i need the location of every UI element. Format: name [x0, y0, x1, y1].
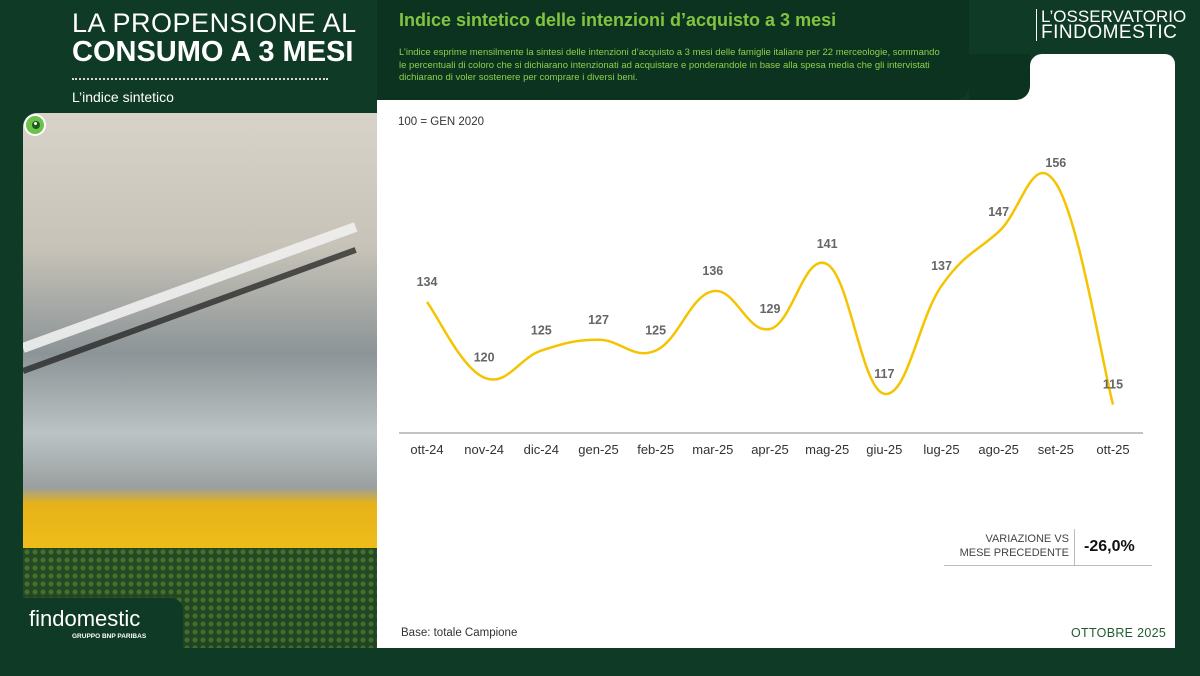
data-label: 115 [1103, 378, 1123, 392]
data-label: 141 [817, 237, 838, 251]
x-tick-label: feb-25 [637, 442, 674, 457]
page-title-line2: CONSUMO A 3 MESI [72, 36, 354, 68]
variation-separator [1074, 529, 1075, 565]
logo-panel [23, 598, 183, 648]
x-tick-label: giu-25 [866, 442, 902, 457]
findomestic-logo-sub: GRUPPO BNP PARIBAS [72, 633, 147, 640]
x-tick-label: ott-25 [1096, 442, 1129, 457]
variation-value: -26,0% [1084, 538, 1135, 555]
data-label: 134 [417, 275, 438, 289]
chart-title: Indice sintetico delle intenzioni d’acqu… [399, 10, 837, 30]
data-label: 117 [874, 367, 894, 381]
photo-escalator-handrail [23, 247, 357, 374]
brand-line2: FINDOMESTIC [1041, 22, 1178, 43]
chart-base-note: 100 = GEN 2020 [398, 116, 484, 128]
chart-description: L’indice esprime mensilmente la sintesi … [399, 47, 940, 83]
page-title-line1: LA PROPENSIONE AL [72, 8, 357, 38]
data-label: 129 [760, 302, 781, 316]
line-chart: 134120125127125136129141117137147156115 … [399, 156, 1143, 457]
variation-label: VARIAZIONE VS MESE PRECEDENTE [944, 532, 1069, 560]
photo-escalator-rail [23, 222, 358, 353]
footer-date: OTTOBRE 2025 [1071, 626, 1167, 640]
data-label: 127 [588, 313, 609, 327]
chart-header-panel [377, 0, 969, 100]
data-label: 120 [474, 351, 495, 365]
data-label: 137 [931, 259, 952, 273]
data-label: 125 [645, 324, 666, 338]
page-subtitle: L’indice sintetico [72, 89, 174, 105]
footer-base: Base: totale Campione [401, 627, 518, 639]
x-tick-label: mar-25 [692, 442, 733, 457]
data-label: 147 [988, 205, 1009, 219]
variation-box [944, 529, 1152, 566]
panel-corner-mask [969, 54, 1030, 100]
data-label: 125 [531, 324, 552, 338]
variation-label-line2: MESE PRECEDENTE [959, 547, 1069, 559]
brand-logo: L’OSSERVATORIO FINDOMESTIC [1036, 7, 1187, 43]
x-tick-label: gen-25 [578, 442, 618, 457]
data-label: 136 [702, 264, 723, 278]
eye-icon [24, 114, 46, 136]
x-tick-label: set-25 [1038, 442, 1074, 457]
title-divider [72, 78, 328, 80]
x-tick-label: apr-25 [751, 442, 789, 457]
x-tick-label: lug-25 [923, 442, 959, 457]
data-label: 156 [1045, 156, 1066, 170]
series-line [426, 172, 1115, 405]
findomestic-logo: findomestic [29, 606, 141, 631]
x-tick-label: nov-24 [464, 442, 504, 457]
variation-label-line1: VARIAZIONE VS [985, 533, 1069, 545]
panel-tab [1030, 54, 1175, 114]
escalator-photo [23, 113, 377, 648]
x-tick-label: mag-25 [805, 442, 849, 457]
x-tick-label: ago-25 [978, 442, 1018, 457]
x-tick-label: ott-24 [410, 442, 443, 457]
x-tick-label: dic-24 [524, 442, 559, 457]
brand-line1: L’OSSERVATORIO [1041, 7, 1187, 26]
